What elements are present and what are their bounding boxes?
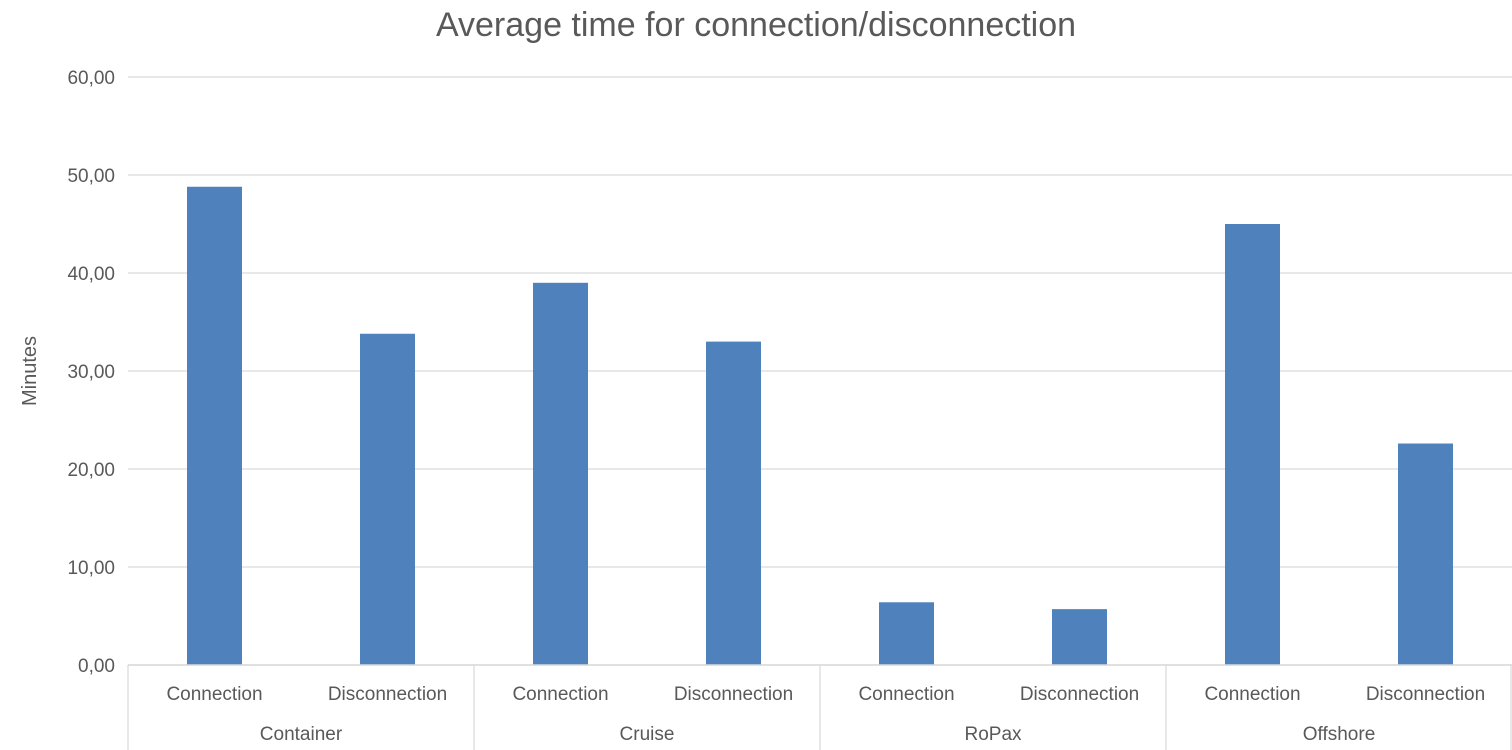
chart-title: Average time for connection/disconnectio…	[435, 6, 1077, 44]
y-tick-label: 60,00	[67, 68, 115, 89]
y-tick-label: 20,00	[67, 460, 115, 481]
group-label: Cruise	[620, 724, 675, 745]
category-label: Connection	[1204, 684, 1300, 705]
y-tick-label: 30,00	[67, 362, 115, 383]
category-label: Disconnection	[674, 684, 793, 705]
category-label: Disconnection	[1020, 684, 1139, 705]
group-label: RoPax	[964, 724, 1022, 745]
bar-container-connection	[187, 186, 242, 665]
group-label: Offshore	[1303, 724, 1376, 745]
bar-cruise-disconnection	[706, 341, 761, 665]
category-label: Disconnection	[1366, 684, 1485, 705]
y-axis-title: Minutes	[19, 336, 41, 406]
category-label: Connection	[166, 684, 262, 705]
bar-ropax-connection	[879, 602, 934, 665]
category-label: Connection	[858, 684, 954, 705]
bar-container-disconnection	[360, 333, 415, 665]
y-tick-label: 10,00	[67, 558, 115, 579]
bar-ropax-disconnection	[1052, 609, 1107, 665]
bar-offshore-disconnection	[1398, 443, 1453, 665]
category-label: Disconnection	[328, 684, 447, 705]
bar-cruise-connection	[533, 282, 588, 665]
category-label: Connection	[512, 684, 608, 705]
y-tick-label: 0,00	[78, 656, 115, 677]
y-tick-label: 50,00	[67, 166, 115, 187]
y-tick-label: 40,00	[67, 264, 115, 285]
bar-offshore-connection	[1225, 224, 1280, 665]
group-label: Container	[260, 724, 343, 745]
